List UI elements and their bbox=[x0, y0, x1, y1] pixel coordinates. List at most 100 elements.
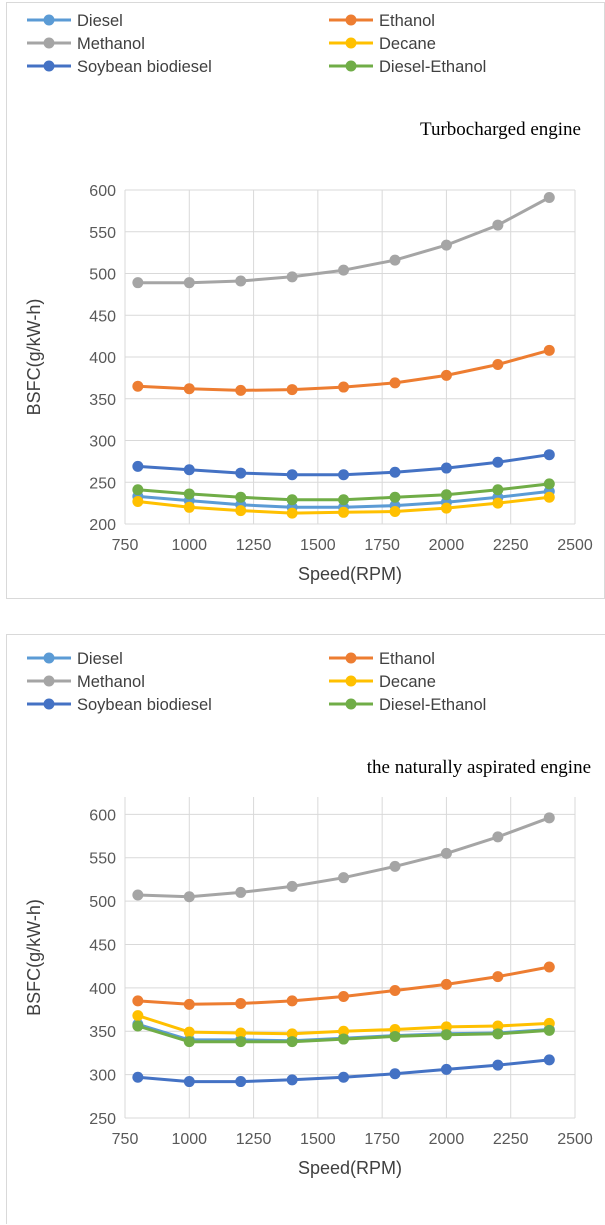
data-point bbox=[492, 497, 504, 509]
y-tick-label: 250 bbox=[89, 1111, 116, 1128]
x-axis-title: Speed(RPM) bbox=[298, 564, 402, 584]
series bbox=[132, 812, 555, 903]
x-tick-label: 2000 bbox=[429, 1131, 465, 1148]
data-point bbox=[235, 384, 247, 396]
y-tick-label: 400 bbox=[89, 350, 116, 367]
data-point bbox=[132, 484, 144, 496]
y-tick-label: 500 bbox=[89, 894, 116, 911]
data-point bbox=[132, 1071, 144, 1083]
legend-item: Decane bbox=[329, 673, 436, 691]
data-point bbox=[389, 984, 401, 996]
data-point bbox=[286, 494, 298, 506]
data-point bbox=[338, 872, 350, 884]
data-point bbox=[389, 491, 401, 503]
data-point bbox=[492, 484, 504, 496]
data-point bbox=[492, 219, 504, 231]
series bbox=[132, 1054, 555, 1088]
y-axis-title: BSFC(g/kW-h) bbox=[24, 299, 44, 416]
series bbox=[132, 491, 555, 519]
chart-title: the naturally aspirated engine bbox=[367, 757, 591, 778]
data-point bbox=[132, 889, 144, 901]
legend-item: Soybean biodiesel bbox=[27, 58, 212, 76]
data-point bbox=[183, 488, 195, 500]
data-point bbox=[440, 502, 452, 514]
data-point bbox=[440, 369, 452, 381]
x-tick-label: 1000 bbox=[171, 1131, 207, 1148]
series bbox=[132, 1010, 555, 1040]
data-point bbox=[183, 1036, 195, 1048]
series-group bbox=[132, 192, 555, 519]
legend-item: Diesel bbox=[27, 12, 123, 30]
x-tick-label: 1250 bbox=[236, 1131, 272, 1148]
series bbox=[132, 449, 555, 481]
data-point bbox=[235, 1027, 247, 1039]
data-point bbox=[338, 1025, 350, 1037]
data-point bbox=[389, 1068, 401, 1080]
legend-marker bbox=[43, 14, 55, 26]
legend-item: Soybean biodiesel bbox=[27, 696, 212, 714]
series bbox=[132, 344, 555, 396]
data-point bbox=[132, 380, 144, 392]
chart-title: Turbocharged engine bbox=[420, 119, 581, 140]
data-point bbox=[286, 384, 298, 396]
data-point bbox=[440, 239, 452, 251]
data-point bbox=[235, 886, 247, 898]
legend-label: Decane bbox=[379, 673, 436, 691]
data-point bbox=[543, 1024, 555, 1036]
x-tick-label: 750 bbox=[112, 537, 139, 554]
x-tick-label: 2000 bbox=[429, 537, 465, 554]
series-group bbox=[132, 812, 555, 1088]
data-point bbox=[389, 505, 401, 517]
y-tick-label: 350 bbox=[89, 392, 116, 409]
data-point bbox=[132, 1010, 144, 1022]
y-tick-label: 300 bbox=[89, 434, 116, 451]
legend-item: Diesel bbox=[27, 650, 123, 668]
data-point bbox=[235, 997, 247, 1009]
x-axis-title: Speed(RPM) bbox=[298, 1158, 402, 1178]
legend-marker bbox=[43, 60, 55, 72]
data-point bbox=[338, 1033, 350, 1045]
data-point bbox=[492, 1059, 504, 1071]
data-point bbox=[440, 1063, 452, 1075]
legend-item: Ethanol bbox=[329, 12, 435, 30]
data-point bbox=[235, 467, 247, 479]
data-point bbox=[132, 460, 144, 472]
legend-item: Methanol bbox=[27, 35, 145, 53]
legend-marker bbox=[345, 37, 357, 49]
data-point bbox=[183, 501, 195, 513]
legend-label: Soybean biodiesel bbox=[77, 58, 212, 76]
data-point bbox=[440, 1021, 452, 1033]
data-point bbox=[183, 383, 195, 395]
legend-item: Diesel-Ethanol bbox=[329, 696, 486, 714]
legend-label: Soybean biodiesel bbox=[77, 696, 212, 714]
x-tick-label: 750 bbox=[112, 1131, 139, 1148]
y-tick-label: 300 bbox=[89, 1068, 116, 1085]
y-tick-label: 450 bbox=[89, 308, 116, 325]
legend-label: Diesel-Ethanol bbox=[379, 58, 486, 76]
data-point bbox=[235, 1076, 247, 1088]
data-point bbox=[286, 507, 298, 519]
y-tick-label: 600 bbox=[89, 807, 116, 824]
y-tick-label: 600 bbox=[89, 183, 116, 200]
series bbox=[132, 1020, 555, 1048]
x-tick-label: 2500 bbox=[557, 537, 593, 554]
legend-item: Methanol bbox=[27, 673, 145, 691]
legend-item: Diesel-Ethanol bbox=[329, 58, 486, 76]
data-point bbox=[338, 381, 350, 393]
data-point bbox=[286, 880, 298, 892]
y-tick-label: 550 bbox=[89, 851, 116, 868]
data-point bbox=[183, 277, 195, 289]
data-point bbox=[492, 1028, 504, 1040]
data-point bbox=[543, 961, 555, 973]
data-point bbox=[389, 860, 401, 872]
gridlines bbox=[124, 797, 576, 1119]
data-point bbox=[235, 491, 247, 503]
x-tick-label: 2250 bbox=[493, 537, 529, 554]
data-point bbox=[440, 462, 452, 474]
data-point bbox=[543, 449, 555, 461]
data-point bbox=[440, 489, 452, 501]
data-point bbox=[183, 998, 195, 1010]
x-tick-label: 2500 bbox=[557, 1131, 593, 1148]
data-point bbox=[132, 495, 144, 507]
data-point bbox=[338, 991, 350, 1003]
